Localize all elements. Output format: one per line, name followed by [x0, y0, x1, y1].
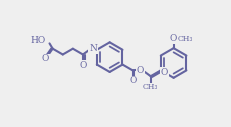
- Text: O: O: [79, 61, 87, 70]
- Text: O: O: [41, 54, 49, 63]
- Text: N: N: [89, 44, 97, 53]
- Text: O: O: [129, 76, 136, 85]
- Text: CH₃: CH₃: [177, 35, 192, 43]
- Text: O: O: [136, 66, 144, 75]
- Text: HO: HO: [30, 36, 45, 45]
- Text: O: O: [169, 34, 176, 43]
- Text: CH₃: CH₃: [142, 83, 158, 91]
- Text: H: H: [89, 42, 96, 50]
- Text: O: O: [160, 68, 167, 77]
